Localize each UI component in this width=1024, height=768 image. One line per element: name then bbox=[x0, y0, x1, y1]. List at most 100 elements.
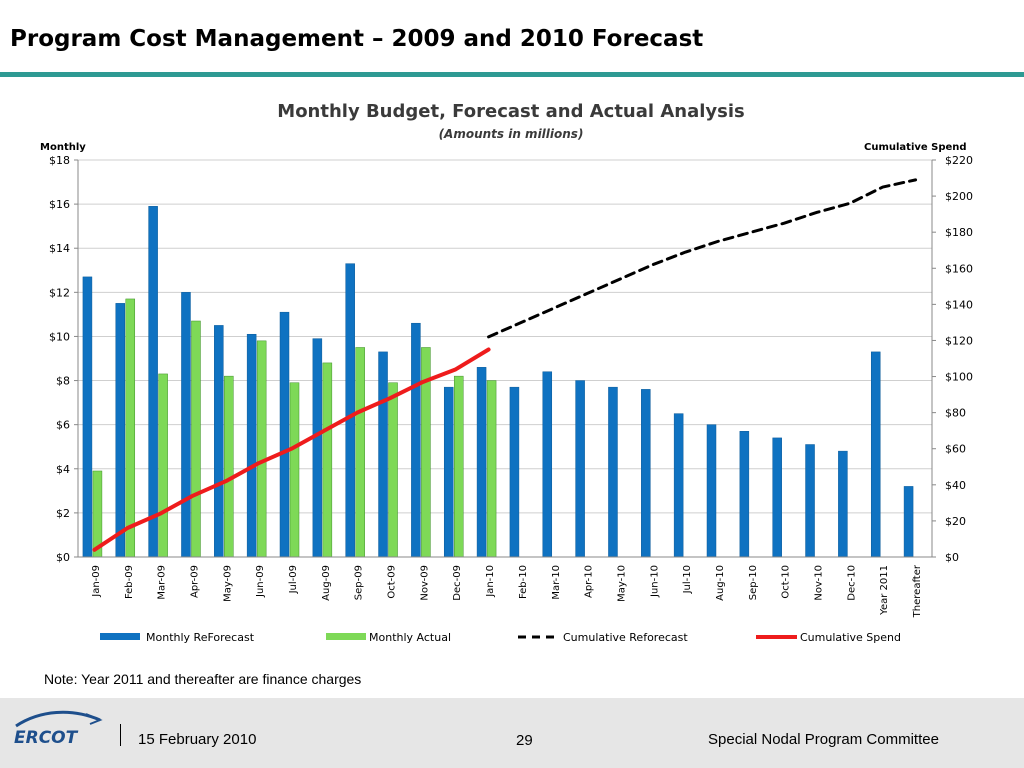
cumulative-spend-line bbox=[92, 347, 491, 552]
x-tick-label: Mar-09 bbox=[157, 565, 168, 600]
reforecast-bar bbox=[214, 325, 224, 558]
y2-tick-label: $60 bbox=[945, 443, 966, 456]
reforecast-bar bbox=[739, 431, 750, 558]
reforecast-bar bbox=[838, 450, 848, 558]
x-tick-label: Year 2011 bbox=[879, 565, 890, 616]
y-tick-label: $10 bbox=[49, 330, 70, 343]
footer-separator bbox=[120, 724, 121, 746]
chart-subtitle: (Amounts in millions) bbox=[439, 127, 584, 141]
actual-bar bbox=[256, 340, 267, 558]
x-tick-label: Jan-10 bbox=[485, 565, 496, 598]
y2-tick-label: $20 bbox=[945, 515, 966, 528]
line-series bbox=[92, 178, 918, 552]
page-number: 29 bbox=[516, 732, 533, 749]
reforecast-bar bbox=[641, 389, 651, 558]
reforecast-bar bbox=[509, 386, 520, 558]
ercot-logo: ERCOT bbox=[14, 710, 103, 748]
x-tick-label: Aug-10 bbox=[715, 565, 726, 601]
x-tick-label: Nov-09 bbox=[419, 565, 430, 601]
reforecast-bar bbox=[148, 206, 158, 558]
y-tick-label: $4 bbox=[56, 463, 70, 476]
y2-tick-label: $120 bbox=[945, 334, 973, 347]
y2-tick-label: $180 bbox=[945, 226, 973, 239]
x-tick-label: Apr-09 bbox=[189, 565, 200, 598]
x-tick-label: Oct-09 bbox=[387, 565, 398, 599]
y-tick-label: $2 bbox=[56, 507, 70, 520]
title-divider bbox=[0, 72, 1024, 77]
reforecast-bar bbox=[608, 386, 618, 558]
reforecast-bar bbox=[246, 333, 257, 558]
legend-label: Monthly Actual bbox=[369, 631, 451, 644]
legend-label: Cumulative Reforecast bbox=[563, 631, 688, 644]
x-tick-label: Jul-10 bbox=[682, 565, 693, 594]
actual-bar bbox=[322, 362, 333, 558]
x-tick-label: Dec-10 bbox=[846, 565, 857, 601]
reforecast-bar bbox=[870, 351, 881, 558]
y2-tick-label: $40 bbox=[945, 479, 966, 492]
slide-title: Program Cost Management – 2009 and 2010 … bbox=[10, 26, 704, 52]
x-tick-label: May-10 bbox=[616, 565, 627, 602]
reforecast-bar bbox=[279, 311, 290, 558]
reforecast-bar bbox=[115, 303, 126, 558]
reforecast-bar bbox=[706, 424, 717, 558]
reforecast-bar bbox=[542, 371, 553, 558]
y-tick-label: $16 bbox=[49, 198, 70, 211]
reforecast-bar bbox=[378, 351, 388, 558]
legend-label: Cumulative Spend bbox=[800, 631, 901, 644]
x-tick-label: Feb-09 bbox=[124, 565, 135, 599]
actual-bar bbox=[453, 375, 464, 558]
reforecast-bar bbox=[181, 292, 191, 558]
actual-bar bbox=[355, 347, 365, 558]
y-tick-label: $6 bbox=[56, 419, 70, 432]
x-tick-label: Mar-10 bbox=[551, 565, 562, 600]
reforecast-bar bbox=[903, 486, 914, 558]
y-tick-label: $12 bbox=[49, 286, 70, 299]
y2-tick-label: $220 bbox=[945, 154, 973, 167]
cumulative-reforecast-line bbox=[487, 178, 918, 339]
actual-bar bbox=[289, 382, 300, 558]
y-tick-label: $14 bbox=[49, 242, 70, 255]
y2-tick-label: $100 bbox=[945, 371, 973, 384]
y2-tick-label: $0 bbox=[945, 551, 959, 564]
x-tick-label: Jan-09 bbox=[91, 565, 102, 598]
x-tick-label: Aug-09 bbox=[321, 565, 332, 601]
reforecast-bar bbox=[673, 413, 684, 558]
y-tick-label: $0 bbox=[56, 551, 70, 564]
reforecast-bar bbox=[312, 338, 323, 558]
legend: Monthly ReForecast Monthly Actual Cumulati… bbox=[100, 631, 901, 644]
y2-axis-label: Cumulative Spend bbox=[864, 142, 967, 153]
legend-label: Monthly ReForecast bbox=[146, 631, 255, 644]
y2-tick-label: $80 bbox=[945, 407, 966, 420]
chart-title: Monthly Budget, Forecast and Actual Anal… bbox=[277, 101, 744, 122]
y2-tick-label: $140 bbox=[945, 298, 973, 311]
bar-series bbox=[82, 206, 914, 558]
reforecast-bar bbox=[345, 263, 355, 558]
reforecast-bar bbox=[805, 444, 815, 558]
y2-tick-label: $160 bbox=[945, 262, 973, 275]
logo-text: ERCOT bbox=[14, 728, 79, 748]
x-tick-label: May-09 bbox=[222, 565, 233, 602]
actual-bar bbox=[486, 380, 497, 558]
x-tick-label: Dec-09 bbox=[452, 565, 463, 601]
x-tick-label: Thereafter bbox=[912, 564, 923, 618]
actual-bar bbox=[158, 373, 168, 558]
reforecast-bar bbox=[411, 322, 421, 558]
reforecast-bar bbox=[575, 380, 585, 558]
reforecast-bar bbox=[772, 437, 782, 558]
axes: $0 $2 $4 $6 $8 $10 $12 $14 $16 $18 $0 $20 $40 $60 $80 $… bbox=[49, 154, 973, 618]
legend-swatch-actual bbox=[326, 633, 366, 640]
x-tick-label: Nov-10 bbox=[814, 565, 825, 601]
y2-tick-label: $200 bbox=[945, 190, 973, 203]
reforecast-bar bbox=[443, 386, 454, 558]
footer-date: 15 February 2010 bbox=[138, 731, 257, 748]
y-tick-label: $18 bbox=[49, 154, 70, 167]
x-tick-label: Apr-10 bbox=[584, 565, 595, 598]
x-tick-label: Jul-09 bbox=[288, 565, 299, 594]
y-axis-label: Monthly bbox=[40, 142, 86, 153]
reforecast-bar bbox=[82, 276, 93, 558]
y-tick-label: $8 bbox=[56, 375, 70, 388]
actual-bar bbox=[224, 375, 234, 558]
gridlines bbox=[78, 159, 932, 558]
footer-bar bbox=[0, 698, 1024, 768]
x-tick-label: Sep-10 bbox=[748, 565, 759, 600]
